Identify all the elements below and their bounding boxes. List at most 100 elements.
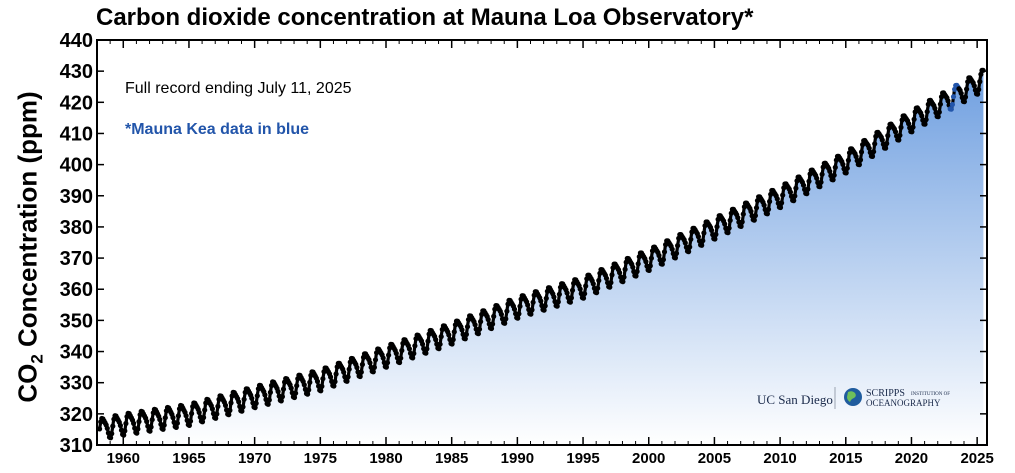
co2-point — [714, 224, 720, 230]
co2-point — [551, 294, 557, 300]
co2-point — [635, 261, 641, 267]
co2-point — [209, 406, 215, 412]
mauna-kea-note: *Mauna Kea data in blue — [125, 121, 309, 138]
y-ticks: 310 320 330 340 350 360 370 380 390 400 410 420 430 4… — [60, 30, 987, 457]
co2-point — [517, 303, 523, 309]
co2-point — [791, 198, 797, 204]
co2-point — [147, 428, 153, 434]
co2-point — [161, 422, 167, 428]
co2-point — [656, 252, 662, 259]
y-tick-label: 440 — [60, 30, 93, 52]
co2-point — [922, 121, 928, 127]
co2-point — [722, 221, 728, 227]
co2-point — [117, 422, 123, 429]
co2-point — [148, 424, 154, 430]
co2-point — [735, 215, 741, 221]
co2-point — [485, 316, 491, 323]
co2-point — [121, 432, 127, 438]
co2-point — [661, 249, 668, 255]
co2-point — [577, 286, 583, 292]
co2-point — [136, 419, 142, 425]
co2-point — [344, 378, 350, 384]
co2-point — [307, 379, 313, 385]
x-tick-label: 2005 — [698, 450, 731, 467]
y-tick-label: 360 — [60, 279, 93, 301]
co2-point — [883, 145, 889, 151]
co2-point — [832, 164, 838, 170]
co2-point — [700, 238, 706, 244]
co2-point — [301, 382, 307, 388]
co2-point — [278, 398, 284, 404]
co2-point — [686, 249, 692, 255]
co2-point — [464, 324, 471, 330]
co2-point — [462, 336, 468, 342]
scripps-logo-line2: OCEANOGRAPHY — [866, 398, 941, 408]
co2-point — [305, 391, 311, 397]
co2-point — [898, 124, 904, 130]
co2-point — [266, 397, 272, 403]
co2-point — [713, 231, 719, 237]
co2-point — [187, 418, 194, 424]
x-tick-label: 2010 — [763, 450, 796, 467]
x-tick-label: 1980 — [369, 450, 402, 467]
co2-point — [538, 298, 544, 304]
co2-point — [935, 114, 941, 120]
co2-point — [648, 255, 655, 261]
co2-point — [328, 374, 334, 380]
co2-point — [503, 316, 509, 322]
co2-point — [765, 206, 772, 212]
co2-point — [345, 374, 351, 380]
co2-point — [279, 394, 285, 400]
x-tick-label: 1975 — [304, 450, 337, 467]
plot-frame — [96, 39, 988, 446]
co2-point — [564, 290, 570, 296]
co2-point — [162, 415, 168, 421]
co2-point — [945, 98, 951, 104]
y-tick-label: 340 — [60, 342, 93, 364]
co2-point — [910, 124, 916, 130]
co2-point — [740, 211, 746, 217]
co2-point — [753, 205, 760, 211]
y-tick-label: 390 — [60, 186, 93, 208]
y-tick-label: 420 — [60, 92, 93, 114]
co2-point — [459, 327, 465, 333]
co2-point — [643, 259, 649, 265]
co2-point — [331, 383, 337, 389]
co2-point — [872, 141, 878, 147]
co2-point — [515, 315, 521, 321]
co2-point — [659, 261, 665, 267]
co2-point — [472, 322, 478, 328]
co2-series-layer — [97, 67, 986, 441]
co2-point — [774, 196, 780, 202]
co2-point — [528, 311, 534, 317]
co2-point — [675, 243, 681, 249]
scripps-logo-line1: SCRIPPS — [866, 388, 905, 399]
co2-point — [858, 149, 865, 155]
co2-point — [199, 419, 206, 425]
co2-point — [590, 281, 596, 287]
co2-point — [265, 401, 271, 407]
co2-point — [687, 244, 693, 250]
co2-point — [370, 369, 376, 375]
co2-point — [333, 371, 339, 377]
co2-point — [122, 428, 128, 434]
co2-point — [293, 390, 299, 396]
co2-point — [669, 246, 675, 252]
co2-point — [488, 325, 495, 332]
co2-point — [751, 217, 757, 223]
co2-point — [633, 273, 639, 279]
co2-point — [699, 242, 705, 248]
co2-point — [291, 394, 298, 401]
co2-point — [701, 230, 707, 236]
co2-point — [110, 423, 116, 429]
co2-point — [424, 346, 430, 352]
co2-point — [475, 331, 481, 337]
co2-point — [354, 364, 360, 371]
co2-point — [386, 352, 392, 358]
co2-point — [397, 359, 403, 366]
co2-point — [727, 217, 733, 223]
co2-point — [804, 191, 810, 197]
co2-point — [157, 416, 163, 423]
co2-point — [630, 264, 636, 270]
co2-point — [885, 133, 891, 139]
